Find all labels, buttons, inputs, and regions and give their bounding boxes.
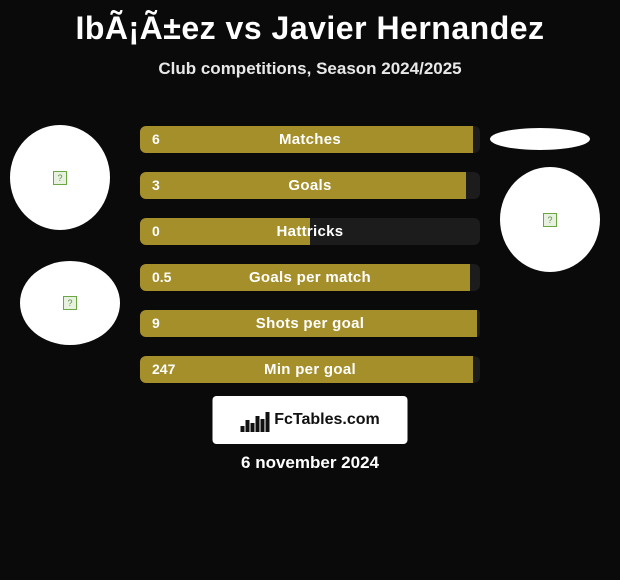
player-right-mid-avatar: ? xyxy=(500,167,600,272)
bar-label: Matches xyxy=(140,126,480,153)
bar-value-left: 9 xyxy=(152,310,160,337)
player-left-top-avatar: ? xyxy=(10,125,110,230)
player-left-bottom-avatar: ? xyxy=(20,261,120,345)
stat-row: Matches6 xyxy=(140,126,480,153)
stat-row: Goals per match0.5 xyxy=(140,264,480,291)
stats-bars: Matches6Goals3Hattricks0Goals per match0… xyxy=(140,126,480,402)
bar-label: Shots per goal xyxy=(140,310,480,337)
page-title: IbÃ¡Ã±ez vs Javier Hernandez xyxy=(0,0,620,47)
stat-row: Shots per goal9 xyxy=(140,310,480,337)
date-label: 6 november 2024 xyxy=(0,453,620,473)
stat-row: Hattricks0 xyxy=(140,218,480,245)
bar-value-left: 247 xyxy=(152,356,175,383)
bar-value-left: 0 xyxy=(152,218,160,245)
bar-label: Hattricks xyxy=(140,218,480,245)
bar-label: Goals xyxy=(140,172,480,199)
bar-value-left: 6 xyxy=(152,126,160,153)
bar-value-left: 0.5 xyxy=(152,264,171,291)
player-right-top-avatar xyxy=(490,128,590,150)
logo-text: FcTables.com xyxy=(274,411,380,429)
placeholder-icon: ? xyxy=(543,213,557,227)
bars-icon xyxy=(240,408,270,432)
stat-row: Goals3 xyxy=(140,172,480,199)
stat-row: Min per goal247 xyxy=(140,356,480,383)
placeholder-icon: ? xyxy=(63,296,77,310)
bar-value-left: 3 xyxy=(152,172,160,199)
bar-label: Min per goal xyxy=(140,356,480,383)
fctables-logo: FcTables.com xyxy=(213,396,408,444)
bar-label: Goals per match xyxy=(140,264,480,291)
subtitle: Club competitions, Season 2024/2025 xyxy=(0,59,620,79)
placeholder-icon: ? xyxy=(53,171,67,185)
